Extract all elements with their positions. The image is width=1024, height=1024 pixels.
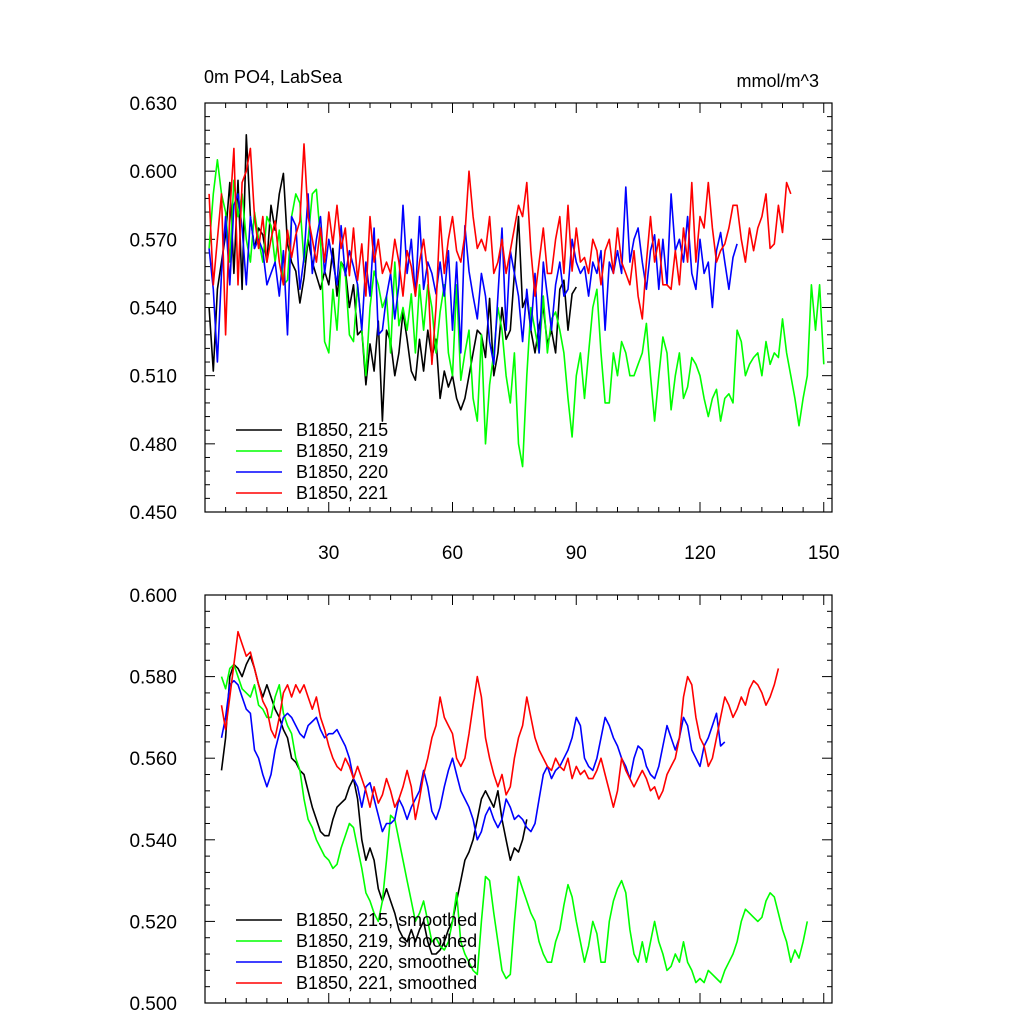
series-line — [220, 663, 809, 984]
x-tick-label: 120 — [684, 543, 716, 564]
y-tick-label: 0.630 — [129, 94, 177, 115]
top-panel-title: 0m PO4, LabSea — [204, 67, 343, 87]
legend-label: B1850, 220 — [296, 462, 388, 482]
y-tick-label: 0.510 — [129, 367, 177, 388]
y-tick-label: 0.480 — [129, 435, 177, 456]
series-line — [208, 186, 738, 366]
series-line — [208, 143, 792, 366]
y-tick-label: 0.500 — [129, 994, 177, 1015]
y-tick-label: 0.570 — [129, 230, 177, 251]
top-panel-units: mmol/m^3 — [737, 71, 819, 91]
plot-frame — [204, 594, 833, 1004]
y-tick-label: 0.540 — [129, 831, 177, 852]
series-line — [220, 679, 726, 841]
top-panel: 0m PO4, LabSea mmol/m^3 0.450 0.480 0.510 0… — [129, 67, 839, 564]
y-tick-label: 0.600 — [129, 162, 177, 183]
series-line — [208, 159, 825, 468]
y-tick-label: 0.560 — [129, 749, 177, 770]
legend-label: B1850, 219 — [296, 441, 388, 461]
legend-label: B1850, 215, smoothed — [296, 910, 477, 930]
x-tick-label: 150 — [808, 543, 840, 564]
x-tick-label: 60 — [442, 543, 463, 564]
legend-label: B1850, 219, smoothed — [296, 931, 477, 951]
y-tick-label: 0.580 — [129, 668, 177, 689]
legend-label: B1850, 221, smoothed — [296, 973, 477, 993]
legend-label: B1850, 221 — [296, 483, 388, 503]
y-tick-label: 0.520 — [129, 912, 177, 933]
y-tick-label: 0.450 — [129, 503, 177, 524]
bottom-panel: 0.500 0.520 0.540 0.560 0.580 0.600 B1850, 215… — [129, 586, 833, 1015]
series-line — [220, 630, 780, 821]
legend-label: B1850, 220, smoothed — [296, 952, 477, 972]
series-line — [220, 655, 528, 955]
series-line — [208, 134, 577, 422]
y-tick-label: 0.600 — [129, 586, 177, 607]
x-tick-label: 90 — [566, 543, 587, 564]
x-tick-label: 30 — [318, 543, 339, 564]
y-tick-label: 0.540 — [129, 299, 177, 320]
legend-label: B1850, 215 — [296, 420, 388, 440]
